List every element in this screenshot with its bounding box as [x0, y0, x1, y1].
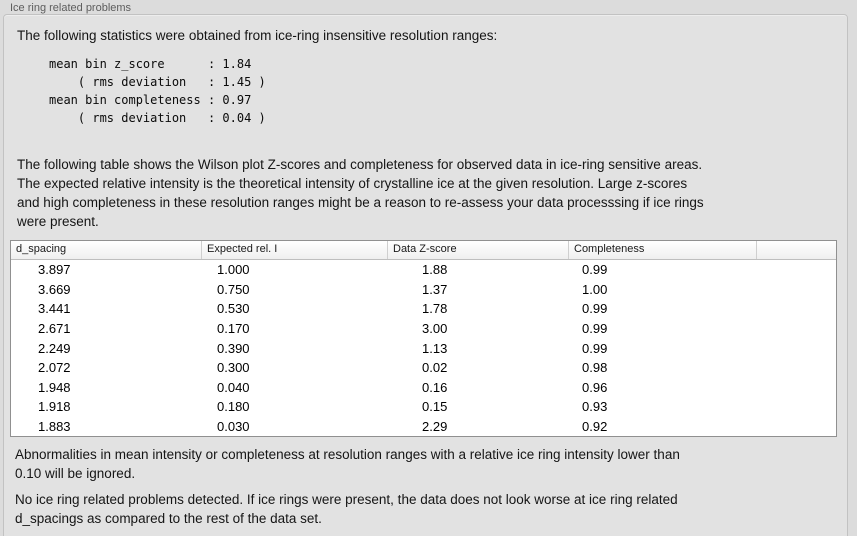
ice-ring-table: d_spacing Expected rel. I Data Z-score C…: [10, 240, 837, 437]
cell-d-spacing: 1.918: [38, 399, 71, 415]
cell-expected-rel-i: 0.180: [217, 399, 250, 415]
column-header-completeness[interactable]: Completeness: [568, 241, 756, 259]
table-row[interactable]: 2.671 0.170 3.00 0.99: [11, 319, 836, 339]
cell-d-spacing: 1.883: [38, 419, 71, 435]
table-row[interactable]: 2.249 0.390 1.13 0.99: [11, 338, 836, 358]
table-description-text: The following table shows the Wilson plo…: [17, 157, 704, 229]
cell-completeness: 0.99: [582, 262, 608, 278]
cell-completeness: 0.99: [582, 321, 608, 337]
table-row[interactable]: 3.441 0.530 1.78 0.99: [11, 299, 836, 319]
cell-expected-rel-i: 0.040: [217, 379, 250, 395]
cell-expected-rel-i: 0.170: [217, 321, 250, 337]
cell-expected-rel-i: 0.300: [217, 360, 250, 376]
cell-data-z-score: 0.02: [422, 360, 448, 376]
cell-expected-rel-i: 0.530: [217, 301, 250, 317]
column-header-d-spacing[interactable]: d_spacing: [16, 243, 67, 255]
cell-completeness: 0.99: [582, 301, 608, 317]
column-header-filler: [756, 241, 836, 259]
table-body: 3.897 1.000 1.88 0.99 3.669 0.750 1.37 1…: [11, 260, 836, 436]
cell-completeness: 0.92: [582, 419, 608, 435]
table-row[interactable]: 1.918 0.180 0.15 0.93: [11, 397, 836, 417]
cell-expected-rel-i: 1.000: [217, 262, 250, 278]
intro-text: The following statistics were obtained f…: [17, 28, 498, 43]
cell-data-z-score: 2.29: [422, 419, 448, 435]
table-row[interactable]: 1.948 0.040 0.16 0.96: [11, 378, 836, 398]
cell-expected-rel-i: 0.030: [217, 419, 250, 435]
cell-data-z-score: 1.78: [422, 301, 448, 317]
cell-expected-rel-i: 0.750: [217, 281, 250, 297]
ignore-threshold-note: Abnormalities in mean intensity or compl…: [15, 447, 680, 481]
column-header-expected-rel-i[interactable]: Expected rel. I: [201, 241, 387, 259]
table-header-row: d_spacing Expected rel. I Data Z-score C…: [11, 241, 836, 260]
group-box-label: Ice ring related problems: [10, 2, 132, 14]
cell-completeness: 1.00: [582, 281, 608, 297]
cell-data-z-score: 1.37: [422, 281, 448, 297]
cell-data-z-score: 3.00: [422, 321, 448, 337]
cell-completeness: 0.96: [582, 379, 608, 395]
cell-data-z-score: 1.88: [422, 262, 448, 278]
column-header-data-z-score[interactable]: Data Z-score: [387, 241, 568, 259]
cell-d-spacing: 1.948: [38, 379, 71, 395]
cell-d-spacing: 2.072: [38, 360, 71, 376]
cell-expected-rel-i: 0.390: [217, 340, 250, 356]
cell-completeness: 0.93: [582, 399, 608, 415]
cell-d-spacing: 2.671: [38, 321, 71, 337]
cell-data-z-score: 0.15: [422, 399, 448, 415]
cell-completeness: 0.99: [582, 340, 608, 356]
cell-d-spacing: 3.441: [38, 301, 71, 317]
cell-completeness: 0.98: [582, 360, 608, 376]
table-row[interactable]: 3.669 0.750 1.37 1.00: [11, 280, 836, 300]
stats-summary-block: mean bin z_score : 1.84 ( rms deviation …: [49, 57, 266, 125]
cell-d-spacing: 3.669: [38, 281, 71, 297]
table-row[interactable]: 1.883 0.030 2.29 0.92: [11, 417, 836, 436]
cell-d-spacing: 3.897: [38, 262, 71, 278]
conclusion-text: No ice ring related problems detected. I…: [15, 492, 678, 526]
cell-data-z-score: 1.13: [422, 340, 448, 356]
group-box: The following statistics were obtained f…: [3, 14, 848, 536]
table-row[interactable]: 2.072 0.300 0.02 0.98: [11, 358, 836, 378]
table-row[interactable]: 3.897 1.000 1.88 0.99: [11, 260, 836, 280]
cell-data-z-score: 0.16: [422, 379, 448, 395]
cell-d-spacing: 2.249: [38, 340, 71, 356]
